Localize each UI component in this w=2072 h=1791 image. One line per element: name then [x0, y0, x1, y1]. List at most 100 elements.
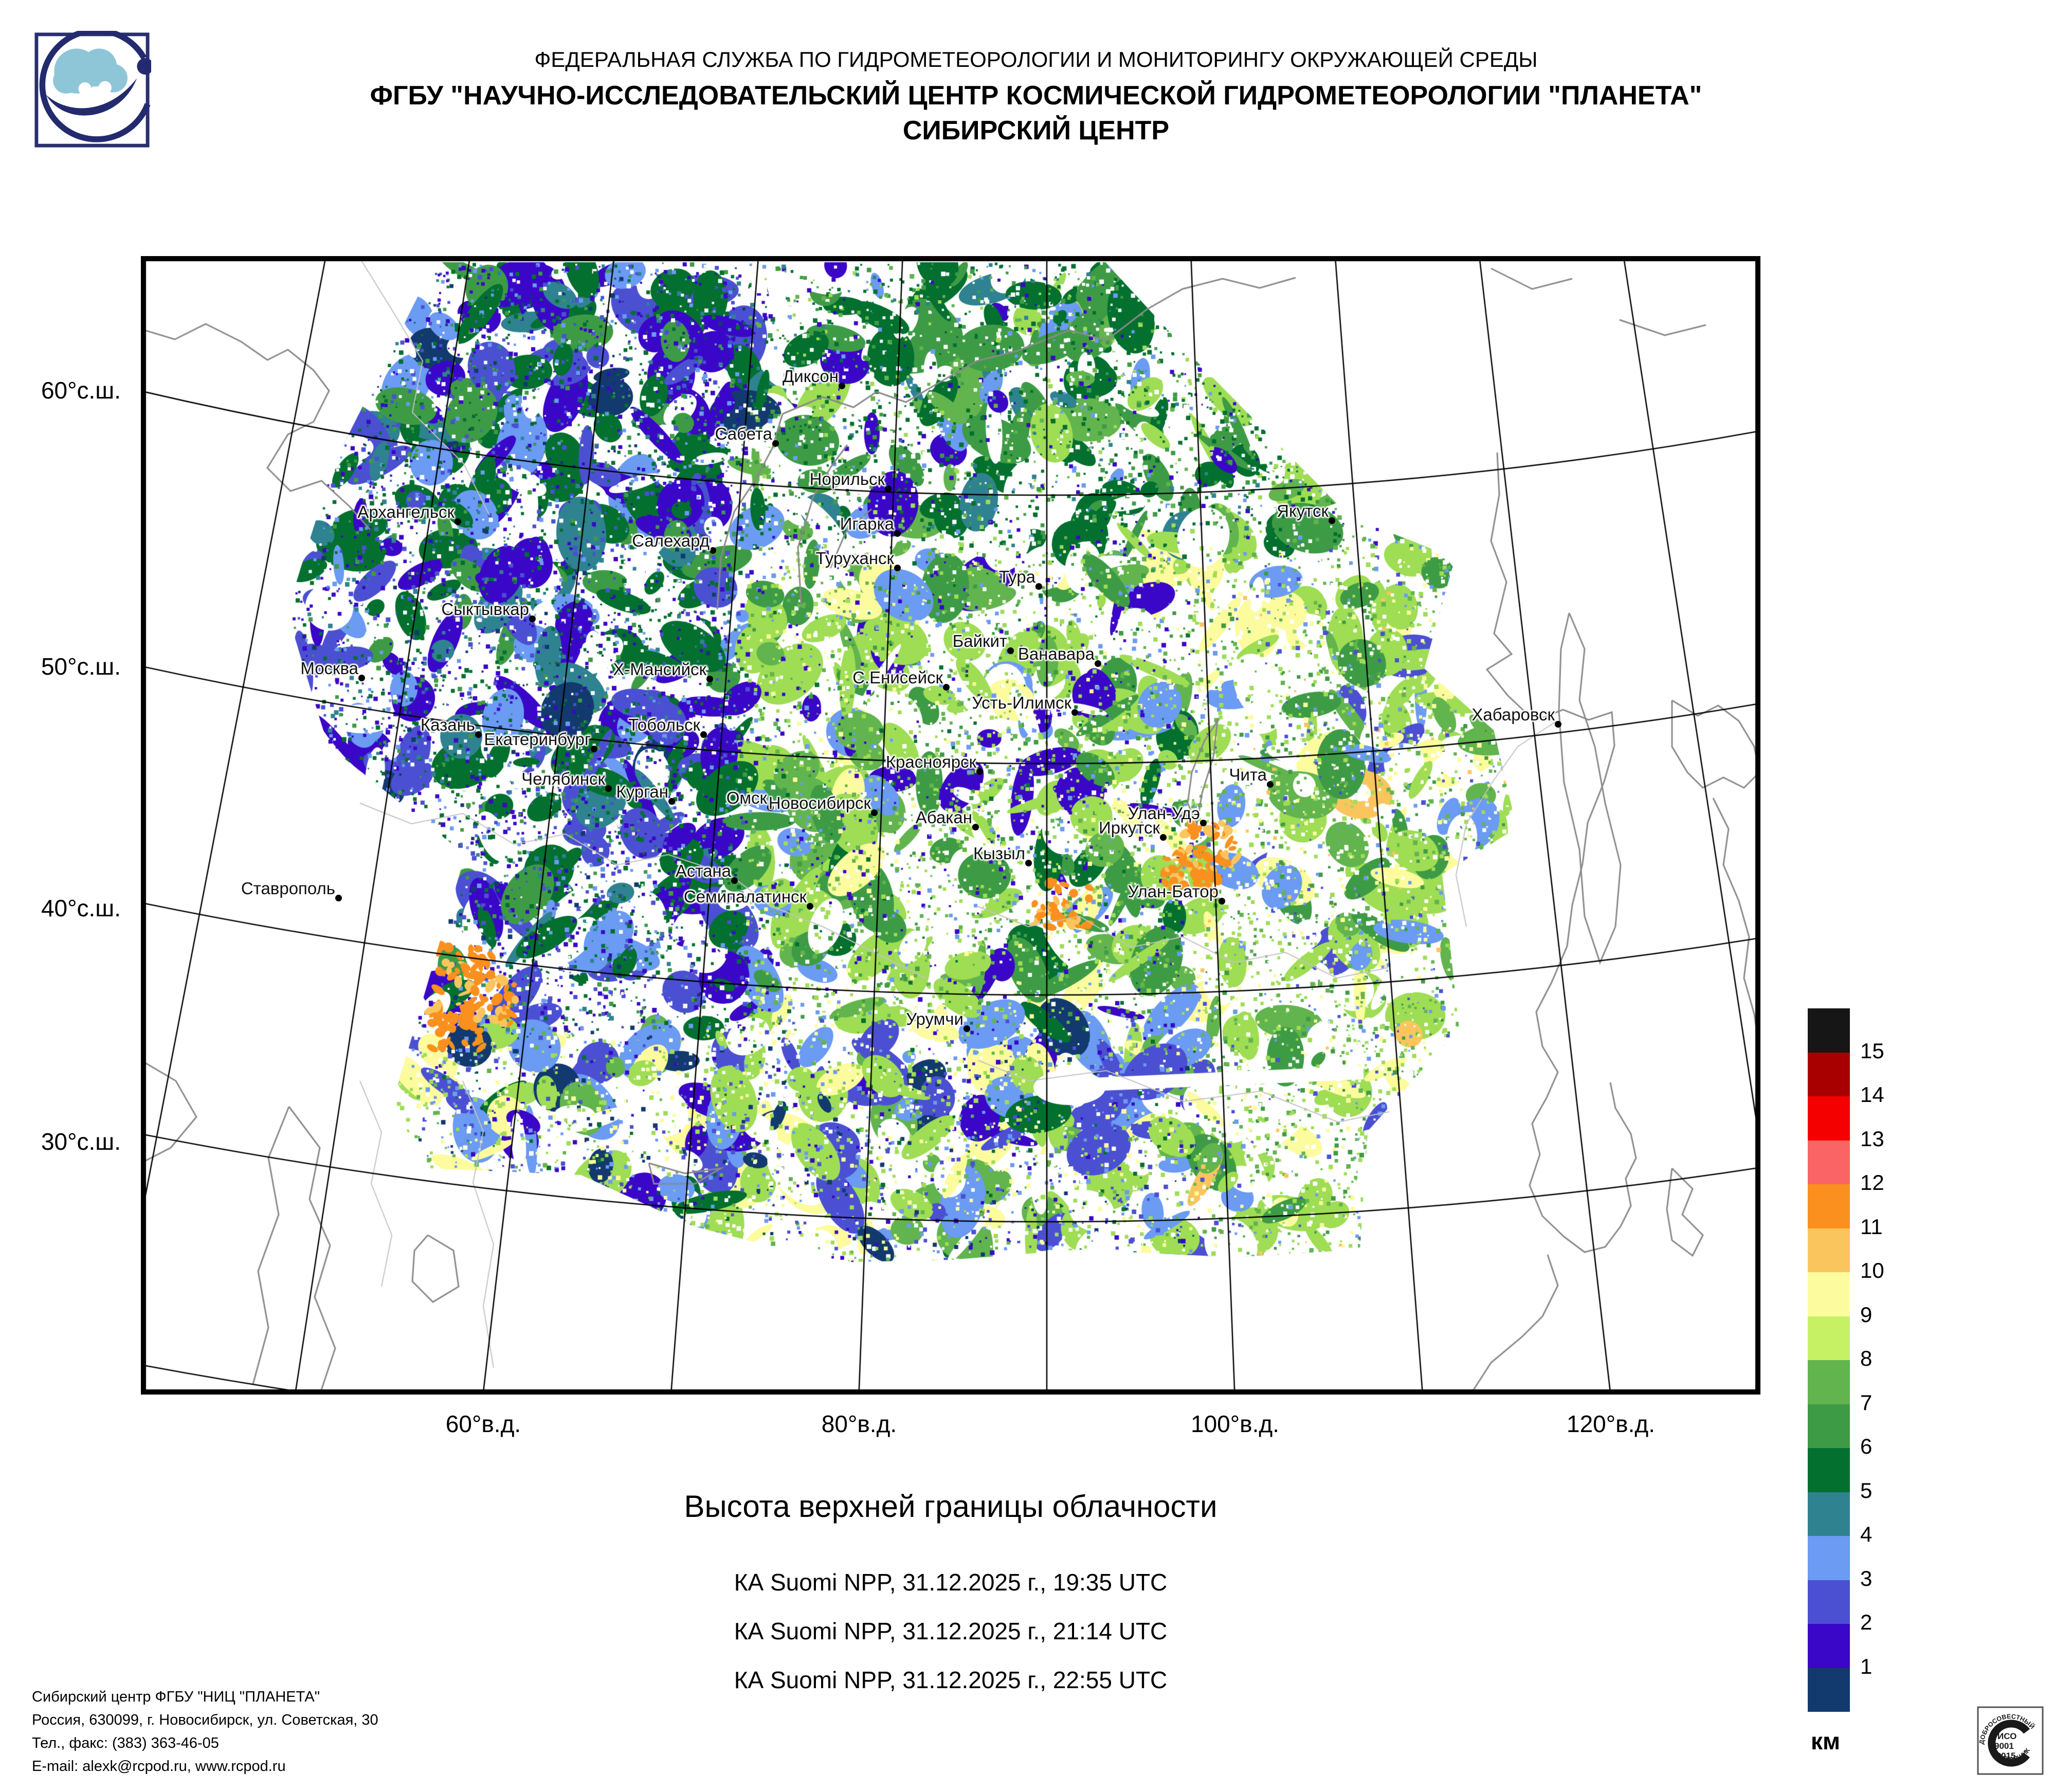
city-dot — [976, 768, 983, 775]
city-label: Абакан — [915, 808, 972, 827]
city-label: Архангельск — [357, 502, 455, 521]
stamp-iso-line-1: ИСО — [1997, 1731, 2016, 1741]
legend-color-block-10 — [1808, 1228, 1850, 1272]
city-dot — [839, 383, 845, 389]
legend-color-block-5 — [1808, 1448, 1850, 1492]
city-label: Диксон — [782, 367, 839, 386]
legend-value-3: 3 — [1860, 1566, 1873, 1590]
city-label: Москва — [300, 659, 358, 678]
city-dot — [700, 731, 707, 738]
legend-value-5: 5 — [1860, 1478, 1873, 1503]
satellite-dot-icon — [137, 58, 151, 75]
city-label: Сыктывкар — [441, 600, 529, 619]
city-dot — [1267, 781, 1274, 788]
city-dot — [591, 746, 597, 752]
city-label: Екатеринбург — [484, 730, 591, 749]
city-dot — [1200, 820, 1207, 826]
header-line-3: СИБИРСКИЙ ЦЕНТР — [902, 116, 1170, 146]
legend-value-7: 7 — [1860, 1390, 1873, 1415]
city-label: Улан-Удэ — [1128, 804, 1200, 823]
city-label: Омск — [726, 788, 767, 807]
pass-caption-3: КА Suomi NPP, 31.12.2025 г., 22:55 UTC — [734, 1667, 1168, 1693]
legend-value-14: 14 — [1860, 1082, 1884, 1107]
satellite-map-canvas — [141, 256, 1760, 1395]
legend-color-block-3 — [1808, 1536, 1850, 1580]
city-label: Тура — [998, 567, 1035, 586]
legend-value-4: 4 — [1860, 1522, 1873, 1546]
header-line-2: ФГБУ "НАУЧНО-ИССЛЕДОВАТЕЛЬСКИЙ ЦЕНТР КОС… — [370, 81, 1702, 111]
city-dot — [605, 785, 612, 792]
city-dot — [772, 440, 779, 447]
city-label: Сабета — [715, 424, 772, 443]
city-dot — [706, 676, 713, 682]
map-title: Высота верхней границы облачности — [684, 1489, 1217, 1524]
legend-color-block-4 — [1808, 1492, 1850, 1536]
pass-caption-2: КА Suomi NPP, 31.12.2025 г., 21:14 UTC — [734, 1618, 1168, 1644]
city-dot — [807, 903, 813, 910]
legend-color-block-12 — [1808, 1140, 1850, 1184]
city-label: Норильск — [809, 469, 885, 489]
city-label: Байкит — [952, 631, 1007, 650]
lon-label-120°в.д.: 120°в.д. — [1567, 1410, 1655, 1437]
lat-label-40°с.ш.: 40°с.ш. — [41, 895, 121, 921]
city-label: Новосибирск — [768, 793, 871, 812]
footer-line-4: E-mail: alexk@rcpod.ru, www.rcpod.ru — [32, 1758, 286, 1775]
city-dot — [1007, 647, 1014, 654]
city-label: Казань — [420, 715, 475, 734]
lon-label-60°в.д.: 60°в.д. — [445, 1410, 521, 1437]
city-dot — [731, 877, 738, 884]
lat-label-30°с.ш.: 30°с.ш. — [41, 1128, 121, 1155]
city-dot — [710, 547, 716, 554]
footer-address: Сибирский центр ФГБУ "НИЦ "ПЛАНЕТА" Росс… — [32, 1686, 378, 1778]
city-dot — [1219, 898, 1225, 904]
footer-line-3: Тел., факс: (383) 363-46-05 — [32, 1735, 219, 1751]
city-dot — [1071, 709, 1078, 716]
city-dot — [1329, 517, 1335, 524]
stamp-iso-line-2: 9001 — [1994, 1741, 2014, 1751]
city-dot — [894, 530, 901, 537]
legend-color-block-7 — [1808, 1360, 1850, 1404]
city-label: Туруханск — [815, 549, 894, 568]
legend-value-11: 11 — [1860, 1214, 1883, 1239]
city-label: Чита — [1229, 765, 1267, 784]
city-label: Х-Мансийск — [613, 660, 706, 679]
city-label: С.Енисейск — [852, 668, 943, 687]
city-dot — [1025, 860, 1032, 866]
legend-color-block-1 — [1808, 1624, 1850, 1668]
legend-color-block-base — [1808, 1668, 1850, 1712]
city-label: Курган — [616, 782, 668, 801]
city-label: Кызыл — [973, 844, 1025, 863]
iso-9001-stamp: ДОБРОСОВЕСТНЫЙ ПОСТАВЩИК ИСО 9001 -2015 — [1977, 1706, 2044, 1775]
legend-color-block-9 — [1808, 1272, 1850, 1316]
cloud-icon — [53, 48, 128, 96]
city-label: Хабаровск — [1471, 705, 1555, 724]
legend-value-8: 8 — [1860, 1346, 1873, 1370]
swoosh-icon — [46, 78, 137, 116]
city-dot — [1160, 834, 1167, 841]
city-dot — [943, 684, 950, 691]
city-label: Челябинск — [521, 769, 605, 788]
city-dot — [455, 518, 461, 525]
legend-color-block-8 — [1808, 1316, 1850, 1360]
city-label: Ставрополь — [241, 879, 335, 898]
city-dot — [871, 809, 878, 816]
city-dot — [1035, 583, 1042, 590]
city-label: Урумчи — [906, 1009, 964, 1028]
city-dot — [529, 616, 536, 622]
lon-label-100°в.д.: 100°в.д. — [1191, 1410, 1279, 1437]
legend-value-12: 12 — [1860, 1170, 1884, 1195]
city-label: Усть-Илимск — [972, 693, 1071, 712]
pass-caption-1: КА Suomi NPP, 31.12.2025 г., 19:35 UTC — [734, 1569, 1168, 1596]
stamp-c-glyph — [1988, 1720, 2030, 1767]
legend-value-13: 13 — [1860, 1126, 1884, 1151]
footer-line-1: Сибирский центр ФГБУ "НИЦ "ПЛАНЕТА" — [32, 1689, 320, 1705]
city-dot — [972, 824, 979, 830]
lat-label-60°с.ш.: 60°с.ш. — [41, 377, 121, 404]
legend-value-2: 2 — [1860, 1610, 1873, 1634]
planeta-logo — [34, 31, 151, 148]
city-dot — [964, 1025, 970, 1032]
city-label: Семипалатинск — [683, 887, 807, 906]
city-dot — [335, 895, 342, 901]
city-dot — [1095, 660, 1101, 667]
